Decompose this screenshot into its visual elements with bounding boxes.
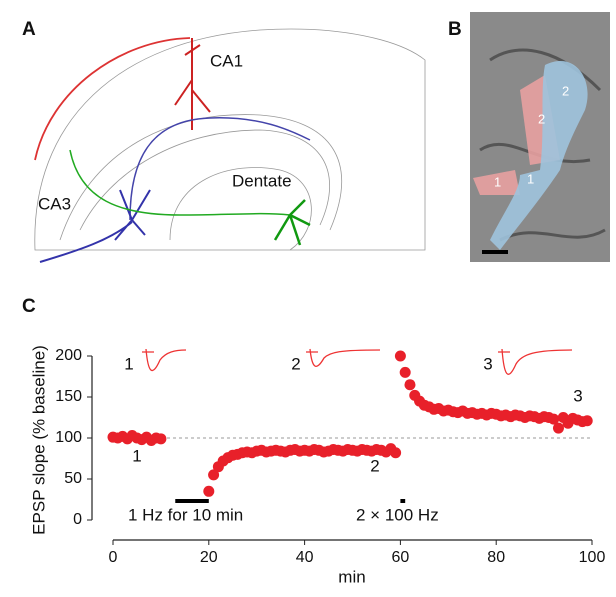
y-tick-label: 100 (55, 429, 82, 446)
data-point (203, 485, 215, 497)
y-axis-label: EPSP slope (% baseline) (29, 345, 48, 535)
data-point (155, 433, 167, 445)
y-tick-label: 150 (55, 388, 82, 405)
bouton-label: 1 (527, 171, 534, 186)
panel-label: C (22, 296, 36, 317)
annotation: 1 (132, 446, 141, 465)
annotation: 2 (370, 456, 379, 475)
bouton-label: 1 (494, 174, 501, 189)
x-tick-label: 60 (392, 549, 410, 566)
x-tick-label: 80 (487, 549, 505, 566)
x-tick-label: 20 (200, 549, 218, 566)
data-point (390, 447, 402, 459)
region-label: Dentate (232, 171, 292, 190)
y-tick-label: 0 (73, 511, 82, 528)
stimulus-label: 2 × 100 Hz (356, 505, 439, 524)
micrograph (470, 12, 610, 262)
data-point (548, 413, 560, 425)
data-point (208, 469, 220, 481)
hippocampus-drawing (34, 28, 426, 263)
panel-label: B (448, 19, 462, 40)
data-point (581, 415, 593, 427)
x-tick-label: 40 (296, 549, 314, 566)
data-point (399, 366, 411, 378)
bouton-label: 2 (562, 83, 569, 98)
data-point (552, 422, 564, 434)
trace-label: 3 (483, 354, 492, 373)
bouton-label: 2 (538, 111, 545, 126)
annotation: 3 (573, 386, 582, 405)
y-tick-label: 50 (64, 470, 82, 487)
stimulus-bar (175, 499, 209, 503)
data-point (404, 379, 416, 391)
x-axis-label: min (338, 567, 365, 586)
panel-label: A (22, 19, 36, 40)
region-label: CA1 (210, 51, 243, 70)
region-label: CA3 (38, 194, 71, 213)
inset-traces (142, 348, 573, 375)
x-tick-label: 0 (109, 549, 118, 566)
trace-label: 2 (291, 354, 300, 373)
x-tick-label: 100 (579, 549, 606, 566)
data-point (394, 350, 406, 362)
stimulus-bar (400, 499, 406, 503)
y-tick-label: 200 (55, 347, 82, 364)
trace-label: 1 (124, 354, 133, 373)
stimulus-label: 1 Hz for 10 min (128, 505, 243, 524)
